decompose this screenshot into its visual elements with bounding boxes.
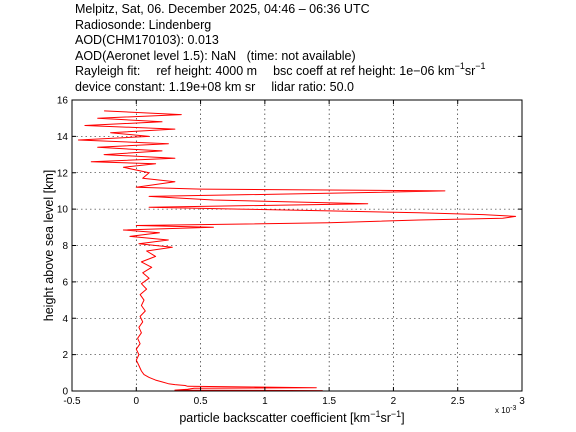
bsc-unit-sr: sr	[464, 64, 476, 78]
bsc-unit-exponent-1: −1	[454, 60, 465, 71]
x-multiplier-label: x 10-3	[495, 405, 516, 415]
x-axis-label: particle backscatter coefficient [km−1sr…	[179, 409, 404, 425]
y-tick-label: 10	[57, 205, 69, 216]
device-constant: device constant: 1.19e+08 km sr	[75, 79, 256, 94]
x-tick-label: -0.5	[63, 396, 81, 407]
y-tick-label: 6	[62, 277, 68, 288]
x-tick-label: 2	[391, 396, 397, 407]
x-tick-label: 0	[134, 396, 140, 407]
bsc-coeff: bsc coeff at ref height: 1e−06 km	[273, 64, 455, 78]
header-radiosonde: Radiosonde: Lindenberg	[75, 17, 212, 32]
grid-lines	[72, 100, 522, 391]
x-tick-label: 3	[519, 396, 525, 407]
header-location-time: Melpitz, Sat, 06. December 2025, 04:46 –…	[75, 2, 370, 16]
y-tick-label: 8	[62, 241, 68, 252]
header-device-line: device constant: 1.19e+08 km sr lidar rat…	[75, 80, 575, 96]
info-header: Melpitz, Sat, 06. December 2025, 04:46 –…	[75, 2, 575, 95]
x-tick-label: 2.5	[451, 396, 465, 407]
rayleigh-label: Rayleigh fit:	[75, 64, 141, 78]
header-aod-aeronet: AOD(Aeronet level 1.5): NaN (time: not a…	[75, 48, 356, 63]
y-tick-label: 2	[62, 350, 68, 361]
x-tick-label: 1	[262, 396, 268, 407]
y-tick-label: 12	[57, 168, 69, 179]
y-tick-label: 16	[57, 96, 69, 107]
y-tick-label: 14	[57, 132, 69, 143]
ref-height: ref height: 4000 m	[156, 64, 258, 78]
lidar-ratio: lidar ratio: 50.0	[271, 79, 354, 94]
y-tick-label: 0	[62, 387, 68, 398]
header-aod-chm: AOD(CHM170103): 0.013	[75, 33, 219, 47]
y-tick-label: 4	[62, 314, 68, 325]
x-tick-label: 0.5	[194, 396, 208, 407]
bsc-unit-exponent-2: −1	[475, 60, 486, 71]
profile-series	[77, 110, 517, 392]
header-rayleigh-line: Rayleigh fit: ref height: 4000 m bsc coeff…	[75, 60, 575, 80]
x-tick-label: 1.5	[322, 396, 336, 407]
y-axis-label: height above sea level [km]	[42, 170, 56, 321]
profile-line	[77, 110, 517, 392]
